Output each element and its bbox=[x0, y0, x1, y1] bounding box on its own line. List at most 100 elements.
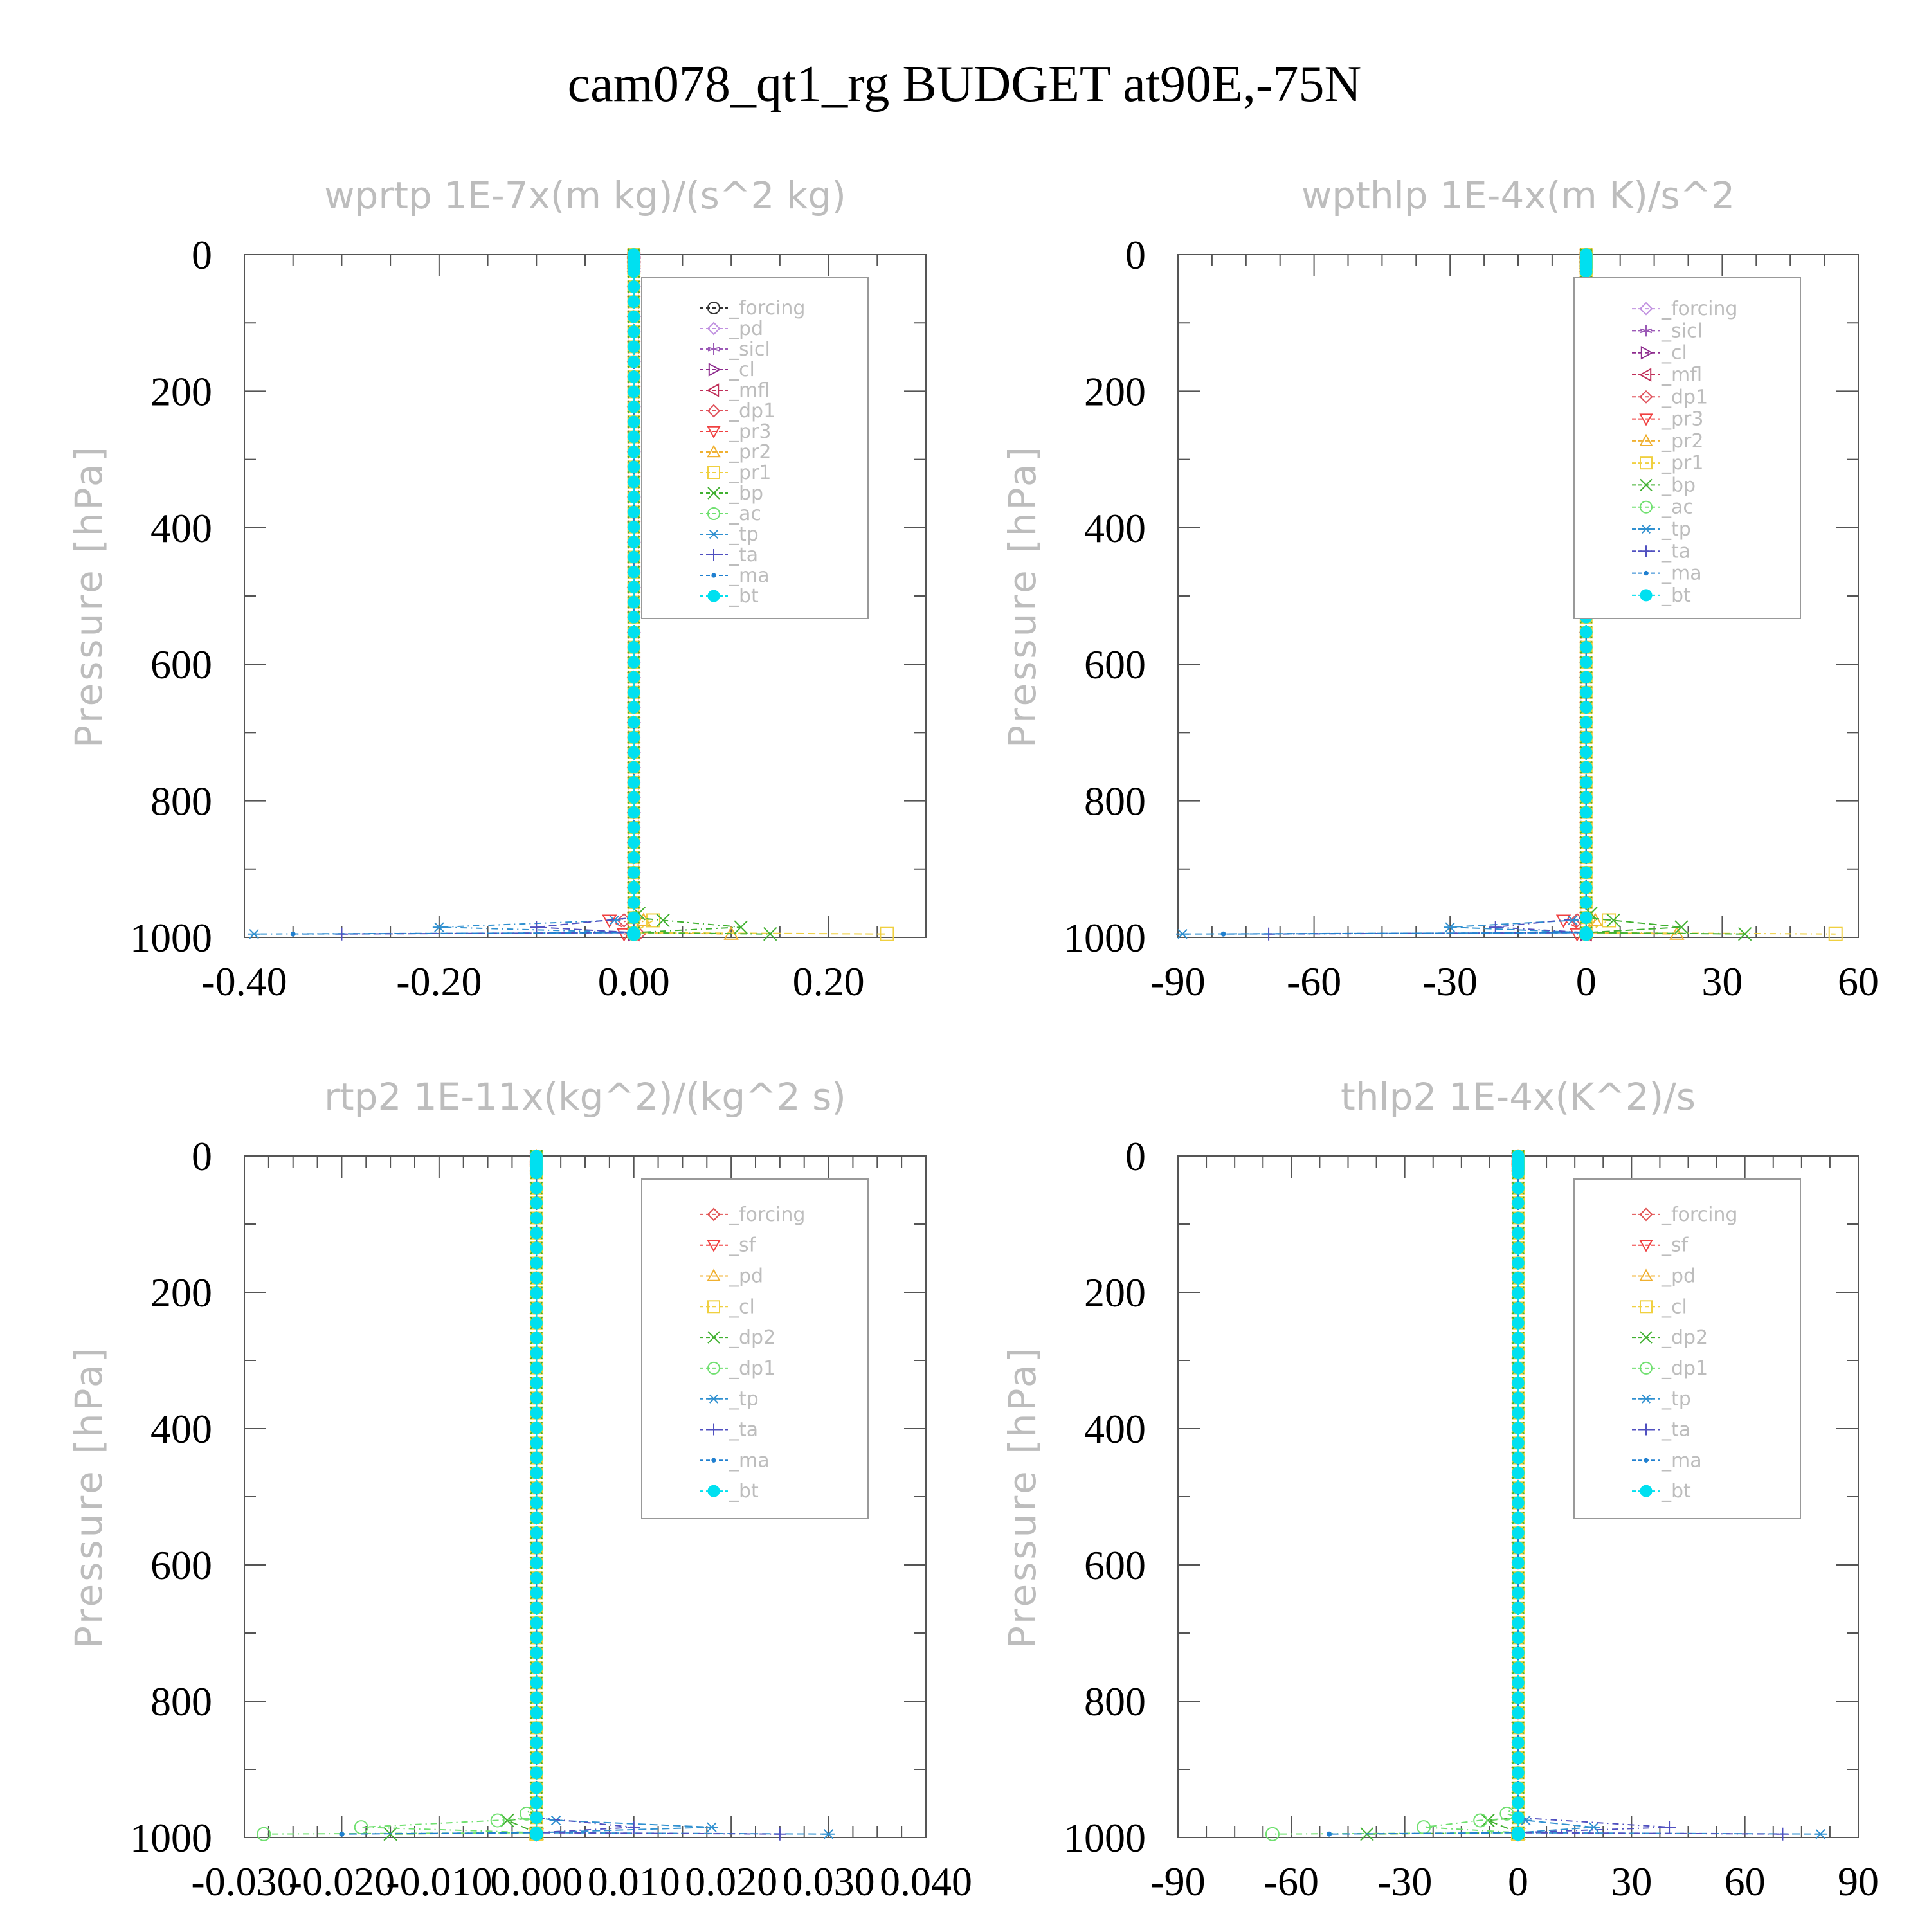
data-point bbox=[1512, 1586, 1525, 1599]
data-point bbox=[628, 731, 640, 744]
data-point bbox=[1828, 926, 1843, 941]
series-dp2 bbox=[383, 1150, 543, 1841]
data-point bbox=[1512, 1391, 1525, 1404]
data-point bbox=[339, 1831, 345, 1837]
data-point bbox=[530, 921, 543, 934]
data-point bbox=[1512, 1301, 1525, 1314]
legend-box bbox=[641, 277, 869, 619]
data-point bbox=[530, 1407, 543, 1420]
legend-entry: _forcing bbox=[1661, 298, 1737, 320]
series-ta bbox=[1262, 249, 1592, 941]
data-point bbox=[530, 1391, 543, 1404]
data-point bbox=[628, 611, 640, 624]
series-bt bbox=[529, 1150, 543, 1841]
legend-marker bbox=[1644, 1458, 1649, 1463]
data-point bbox=[1512, 1211, 1525, 1224]
legend-entry: _bt bbox=[729, 1480, 759, 1503]
panel-title: wprtp 1E-7x(m kg)/(s^2 kg) bbox=[324, 174, 846, 217]
data-point bbox=[530, 1272, 543, 1285]
x-tick-label: -60 bbox=[1264, 1859, 1319, 1904]
legend-entry: _dp1 bbox=[1661, 1357, 1708, 1380]
series-line bbox=[1269, 255, 1587, 935]
data-point bbox=[490, 1813, 505, 1828]
legend-entry: _ta bbox=[1661, 540, 1690, 563]
legend-entry: _pr2 bbox=[1661, 430, 1703, 453]
data-point bbox=[1512, 1436, 1525, 1449]
data-point bbox=[628, 656, 640, 669]
data-point bbox=[628, 550, 640, 563]
legend-entry: _ma bbox=[1661, 1449, 1702, 1472]
x-tick-label: -0.20 bbox=[396, 959, 482, 1004]
data-point bbox=[549, 1815, 563, 1826]
data-point bbox=[763, 926, 777, 941]
legend-marker bbox=[1640, 346, 1654, 360]
series-tp bbox=[1176, 249, 1592, 939]
panel-title: rtp2 1E-11x(kg^2)/(kg^2 s) bbox=[324, 1075, 846, 1119]
data-point bbox=[257, 1827, 271, 1841]
data-point bbox=[530, 1692, 543, 1704]
legend-marker bbox=[1640, 456, 1653, 470]
legend-marker bbox=[1640, 325, 1653, 337]
y-tick-label: 800 bbox=[150, 779, 212, 824]
data-point bbox=[1512, 1676, 1525, 1689]
data-point bbox=[628, 746, 640, 759]
data-point bbox=[1512, 1422, 1525, 1434]
x-tick-label: 0.20 bbox=[793, 959, 865, 1004]
legend-entry: _dp2 bbox=[729, 1326, 775, 1349]
legend-entry: _sicl bbox=[1661, 320, 1703, 342]
data-point bbox=[530, 1422, 543, 1434]
data-point bbox=[1580, 686, 1593, 699]
data-point bbox=[628, 415, 640, 428]
legend-marker bbox=[707, 487, 720, 500]
data-point bbox=[530, 1211, 543, 1224]
data-point bbox=[628, 521, 640, 534]
y-tick-label: 200 bbox=[1084, 1270, 1146, 1315]
data-point bbox=[628, 671, 640, 683]
legend-entry: _pr1 bbox=[1661, 452, 1703, 474]
x-tick-label: 0.030 bbox=[783, 1859, 875, 1904]
y-tick-label: 0 bbox=[1125, 1133, 1146, 1179]
data-point bbox=[1176, 928, 1190, 939]
data-point bbox=[1512, 1346, 1525, 1359]
legend-entry: _pd bbox=[729, 1265, 763, 1288]
legend-entry: _ta bbox=[729, 1419, 758, 1441]
y-tick-label: 200 bbox=[1084, 368, 1146, 414]
data-point bbox=[530, 1661, 543, 1674]
legend-marker bbox=[1640, 500, 1653, 514]
data-point bbox=[1580, 701, 1593, 714]
data-point bbox=[628, 641, 640, 654]
y-tick-label: 600 bbox=[150, 642, 212, 687]
series-ma bbox=[1220, 252, 1589, 937]
data-point bbox=[1512, 1616, 1525, 1629]
data-point bbox=[628, 536, 640, 548]
data-point bbox=[1580, 746, 1593, 759]
data-point bbox=[1580, 626, 1593, 638]
data-point bbox=[530, 1647, 543, 1659]
y-tick-label: 1000 bbox=[130, 1815, 212, 1861]
data-point bbox=[530, 1346, 543, 1359]
legend-entry: _ma bbox=[729, 1449, 770, 1472]
legend-entry: _mfl bbox=[729, 379, 770, 402]
data-point bbox=[1512, 1407, 1525, 1420]
legend-entry: _ac bbox=[1661, 496, 1694, 519]
data-point bbox=[530, 1286, 543, 1299]
data-point bbox=[530, 1317, 543, 1330]
data-point bbox=[628, 325, 640, 338]
data-point bbox=[1512, 1602, 1525, 1614]
legend-marker bbox=[707, 404, 721, 418]
series-line bbox=[1272, 1156, 1519, 1835]
data-point bbox=[1580, 656, 1593, 669]
legend-entry: _bp bbox=[1661, 474, 1696, 496]
data-point bbox=[1512, 1557, 1525, 1569]
data-point bbox=[530, 1557, 543, 1569]
panel-title: thlp2 1E-4x(K^2)/s bbox=[1341, 1075, 1696, 1119]
data-point bbox=[530, 1602, 543, 1614]
x-tick-label: -0.020 bbox=[289, 1859, 395, 1904]
legend-marker bbox=[708, 549, 720, 561]
x-tick-label: 0.040 bbox=[880, 1859, 972, 1904]
legend-marker bbox=[708, 529, 720, 539]
figure-title: cam078_qt1_rg BUDGET at90E,-75N bbox=[567, 56, 1362, 113]
legend-entry: _tp bbox=[729, 523, 759, 546]
x-tick-label: 0.000 bbox=[490, 1859, 583, 1904]
legend-entry: _pr3 bbox=[1661, 408, 1703, 431]
